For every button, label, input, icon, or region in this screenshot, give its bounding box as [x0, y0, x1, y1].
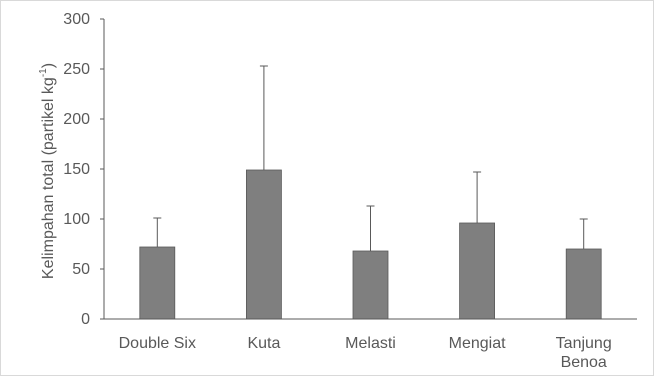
- y-axis-title-main: Kelimpahan total (partikel kg: [40, 77, 57, 279]
- y-tick-label: 200: [63, 111, 90, 128]
- bar: [352, 250, 389, 320]
- y-axis-title-superscript: -1: [38, 68, 49, 77]
- x-tick-label: Tanjung: [556, 335, 612, 352]
- bar: [565, 248, 602, 320]
- x-tick-label: Double Six: [119, 335, 196, 352]
- y-tick-label: 50: [72, 261, 90, 278]
- bar: [459, 222, 496, 320]
- y-tick-label: 150: [63, 161, 90, 178]
- y-axis-title: Kelimpahan total (partikel kg-1): [38, 63, 57, 279]
- y-tick-label: 0: [81, 311, 90, 328]
- y-tick-label: 300: [63, 11, 90, 28]
- y-tick-label: 100: [63, 211, 90, 228]
- x-tick-label: Kuta: [247, 335, 280, 352]
- y-axis-title-close: ): [40, 63, 57, 68]
- bar: [139, 246, 176, 320]
- bar: [245, 169, 282, 320]
- x-tick-label: Benoa: [561, 354, 607, 371]
- x-tick-label: Mengiat: [449, 335, 506, 352]
- plot-area: 0 50 100 150 200 250 300 Double Six Kuta Melasti M…: [63, 11, 637, 371]
- x-tick-label: Melasti: [345, 335, 396, 352]
- y-tick-label: 250: [63, 61, 90, 78]
